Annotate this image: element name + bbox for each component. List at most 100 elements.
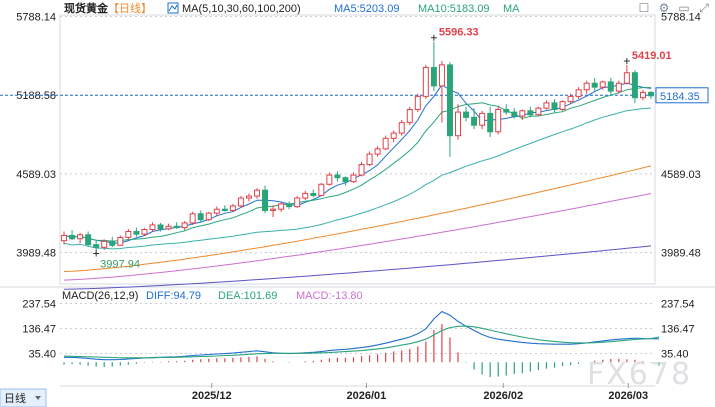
macd-diff-line xyxy=(64,310,660,361)
period-selector[interactable]: 日线 xyxy=(0,388,47,407)
candle-body xyxy=(350,174,357,183)
period-label: 【日线】 xyxy=(108,1,152,15)
candle-body xyxy=(567,95,574,103)
time-tick-label: 2026/01 xyxy=(347,390,387,402)
candle-body xyxy=(237,197,244,207)
candle-body xyxy=(575,89,582,97)
candle-body xyxy=(358,164,365,176)
candle-body xyxy=(173,225,180,229)
candle-body xyxy=(125,231,132,238)
candle-body xyxy=(334,174,341,179)
candle-body xyxy=(519,110,526,117)
last-price-label: 5184.35 xyxy=(660,91,700,103)
minimize-icon[interactable]: ▭ xyxy=(678,1,690,15)
candle-body xyxy=(141,229,148,235)
candle-body xyxy=(294,197,301,208)
candle-body xyxy=(382,137,389,150)
candle-body xyxy=(535,107,542,116)
price-tick-left: 5188.58 xyxy=(16,90,56,102)
macd-dea-line xyxy=(63,325,660,359)
caret-down-icon xyxy=(35,396,41,400)
macd-tick-right: 136.47 xyxy=(661,323,695,335)
time-tick-label: 2026/03 xyxy=(608,390,648,402)
candle-body xyxy=(527,110,534,116)
candle-body xyxy=(647,91,654,97)
macd-tick-left: 35.40 xyxy=(28,348,56,360)
candle-body xyxy=(302,192,309,199)
candle-body xyxy=(254,189,260,197)
period-selector-label: 日线 xyxy=(4,391,26,405)
macd-macd-value: MACD:-13.80 xyxy=(296,290,363,302)
candle-body xyxy=(623,72,630,84)
candle-body xyxy=(229,205,236,212)
candle-body xyxy=(390,132,397,139)
main-plot-frame xyxy=(59,14,656,285)
ma-more-label: MA xyxy=(503,3,520,15)
ma-settings-label: MA(5,10,30,60,100,200) xyxy=(182,3,301,15)
candle-body xyxy=(414,95,421,110)
macd-title: MACD(26,12,9) xyxy=(62,290,138,302)
annotation-marker xyxy=(623,57,630,64)
candle-body xyxy=(61,234,68,242)
candle-body xyxy=(511,111,518,117)
candle-body xyxy=(117,236,124,246)
candle-body xyxy=(455,111,461,137)
annotation-low-label: 3997.94 xyxy=(100,258,140,270)
ma200-line xyxy=(63,245,652,290)
candle-body xyxy=(133,231,140,235)
candle-body xyxy=(189,213,196,224)
candle-body xyxy=(591,82,598,88)
candle-body xyxy=(430,66,437,87)
price-tick-left: 5788.14 xyxy=(16,12,56,24)
candle-body xyxy=(495,108,502,133)
ma10-value: MA10:5183.09 xyxy=(418,3,490,15)
chart-type-icon-frame xyxy=(167,2,179,14)
candle-body xyxy=(101,240,108,248)
annotation-high-label: 5596.33 xyxy=(439,27,479,39)
candle-body xyxy=(149,224,156,231)
maximize-icon[interactable]: ⤢ xyxy=(699,1,709,15)
macd-tick-left: 237.54 xyxy=(22,298,56,310)
chart-type-icon xyxy=(167,2,179,14)
settings-icon[interactable]: ⚙ xyxy=(658,1,670,15)
macd-tick-right: 35.40 xyxy=(661,348,689,360)
candle-body xyxy=(479,112,486,126)
candle-body xyxy=(463,111,470,118)
candle-body xyxy=(639,91,646,99)
candle-body xyxy=(181,222,188,229)
candle-body xyxy=(406,108,413,124)
time-tick-label: 2026/02 xyxy=(483,390,523,402)
candle-body xyxy=(197,213,204,221)
candle-body xyxy=(398,122,405,134)
candle-body xyxy=(213,208,220,214)
candle-body xyxy=(270,208,277,212)
ma30-line xyxy=(63,107,652,250)
price-tick-left: 3989.48 xyxy=(16,248,56,260)
candle-body xyxy=(559,101,566,110)
candle-body xyxy=(607,81,614,92)
toolbar: ☐ ⚙ ▭ ⤢ xyxy=(637,1,711,15)
candle-body xyxy=(165,225,172,230)
macd-tick-left: 136.47 xyxy=(22,323,56,335)
candle-body xyxy=(221,208,228,212)
price-tick-right: 4589.03 xyxy=(661,169,701,181)
candle-body xyxy=(471,116,478,126)
candle-body xyxy=(366,153,373,166)
candle-body xyxy=(438,64,445,87)
close-icon[interactable]: ☐ xyxy=(638,1,650,15)
candle-body xyxy=(422,66,429,97)
candle-body xyxy=(487,112,494,133)
ma100-line xyxy=(63,193,652,281)
candle-body xyxy=(374,148,381,155)
candle-body xyxy=(310,192,317,196)
price-tick-right: 5788.14 xyxy=(661,12,701,24)
candle-body xyxy=(85,234,92,246)
macd-dea-value: DEA:101.69 xyxy=(218,290,277,302)
candle-body xyxy=(318,183,325,196)
candle-body xyxy=(326,174,333,185)
candle-body xyxy=(69,234,76,240)
candle-body xyxy=(543,102,550,109)
candle-body xyxy=(583,82,590,91)
candle-body xyxy=(93,244,100,248)
